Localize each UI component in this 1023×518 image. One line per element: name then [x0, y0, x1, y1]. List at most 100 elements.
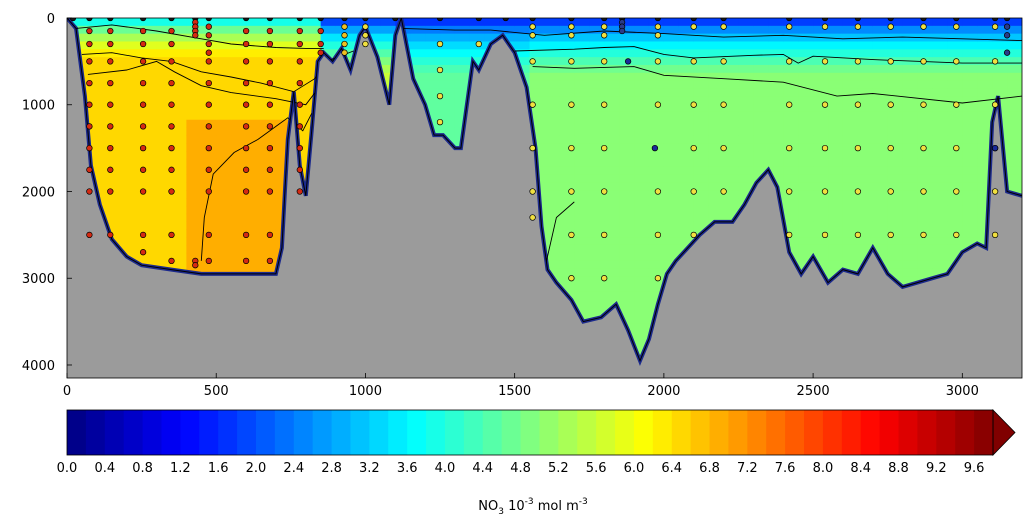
colorbar-tick-label: 6.4 [661, 461, 682, 476]
colorbar-extend-arrow [992, 409, 1016, 456]
field-cell [857, 213, 874, 223]
field-cell [634, 135, 650, 144]
field-cell [529, 33, 546, 43]
field-cell [111, 229, 128, 238]
field-cell [678, 237, 695, 246]
field-cell [634, 284, 650, 293]
station-point [601, 231, 608, 239]
field-cell [663, 135, 680, 144]
colorbar-tick-label: 4.4 [472, 461, 493, 476]
field-cell [992, 49, 1008, 58]
field-cell [663, 80, 680, 90]
field-cell [678, 64, 695, 74]
station-point [568, 231, 575, 239]
field-cell [141, 151, 158, 160]
field-cell [634, 119, 650, 129]
field-cell [663, 57, 680, 66]
field-cell [529, 104, 546, 113]
colorbar-tick-label: 0.0 [57, 461, 78, 476]
field-cell [425, 72, 441, 82]
station-point [242, 144, 250, 152]
field-cell [1007, 104, 1022, 113]
field-cell [544, 151, 561, 160]
field-cell [260, 96, 277, 105]
field-cell [410, 33, 426, 43]
station-point [362, 18, 369, 22]
field-cell [813, 143, 829, 152]
field-cell [141, 213, 158, 223]
field-cell [604, 174, 620, 183]
field-cell [231, 25, 247, 35]
field-cell [111, 41, 128, 50]
field-cell [977, 18, 993, 27]
field-cell [619, 166, 635, 176]
colorbar-tick-label: 2.0 [246, 461, 267, 476]
colorbar-swatch [690, 410, 711, 455]
field-cell [559, 190, 575, 199]
field-cell [246, 182, 262, 191]
field-cell [992, 88, 1008, 97]
field-cell [589, 111, 605, 121]
field-cell [738, 96, 754, 105]
field-cell [216, 127, 232, 136]
station-point [296, 123, 303, 130]
station-point [624, 58, 632, 65]
colorbar-swatch [293, 410, 314, 455]
field-cell [693, 18, 710, 27]
field-cell [753, 33, 769, 43]
field-cell [872, 244, 889, 254]
field-cell [574, 119, 590, 129]
field-cell [857, 72, 874, 82]
field-cell [171, 33, 187, 43]
colorbar-swatch [501, 410, 522, 455]
field-cell [693, 88, 710, 97]
field-cell [648, 268, 665, 277]
field-cell [977, 182, 993, 191]
colorbar-swatch [312, 410, 333, 455]
field-cell [275, 127, 292, 136]
field-cell [917, 190, 934, 199]
station-point [854, 188, 862, 195]
field-cell [216, 166, 232, 176]
field-cell [260, 33, 277, 43]
field-cell [111, 57, 128, 66]
field-cell [425, 111, 441, 121]
field-cell [604, 291, 620, 301]
field-cell [156, 111, 173, 121]
field-cell [604, 33, 620, 43]
field-cell [96, 111, 113, 121]
field-cell [305, 57, 322, 66]
field-cell [260, 198, 277, 207]
station-point [991, 101, 999, 108]
field-cell [574, 198, 590, 207]
field-cell [917, 80, 934, 90]
colorbar-swatch [161, 410, 181, 455]
field-cell [798, 33, 814, 43]
station-point [205, 79, 212, 87]
field-cell [753, 64, 769, 74]
field-cell [648, 174, 665, 183]
field-cell [141, 88, 158, 97]
field-cell [246, 252, 262, 262]
field-cell [141, 174, 158, 183]
field-cell [828, 119, 844, 129]
field-cell [410, 25, 426, 35]
field-cell [619, 299, 635, 309]
field-cell [887, 151, 904, 160]
field-cell [708, 119, 725, 129]
field-cell [887, 237, 904, 246]
field-cell [156, 104, 173, 113]
field-cell [141, 190, 158, 199]
field-cell [663, 111, 680, 121]
station-point [654, 231, 662, 239]
field-cell [171, 49, 187, 58]
field-cell [589, 260, 605, 270]
field-cell [619, 260, 635, 270]
field-cell [320, 25, 337, 35]
field-cell [992, 72, 1008, 82]
field-cell [454, 57, 471, 66]
field-cell [81, 72, 98, 82]
station-point [266, 231, 274, 239]
field-cell [842, 151, 859, 160]
field-cell [320, 33, 337, 43]
